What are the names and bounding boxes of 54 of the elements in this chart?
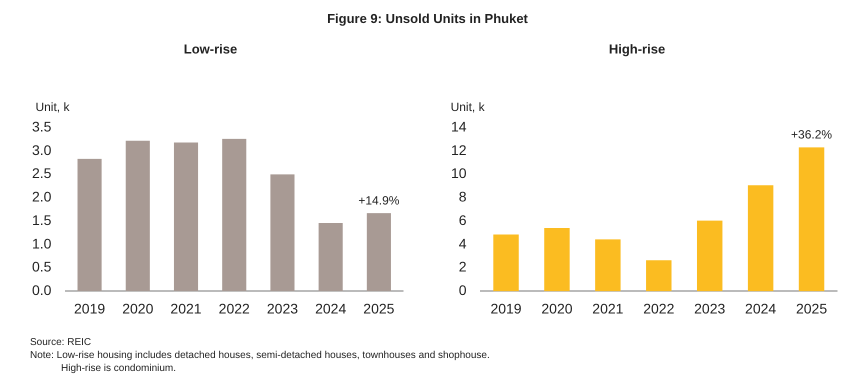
y-tick-label: 8 <box>458 188 467 205</box>
caption: Figure 9: Unsold Units in Phuket <box>326 10 529 28</box>
x-tick-label: 2019 <box>74 300 106 316</box>
y-tick-label: 3.0 <box>32 142 52 158</box>
x-tick-label: 2019 <box>490 300 522 316</box>
chart-title: Low-rise <box>184 41 238 56</box>
y-tick-label: 4 <box>458 235 467 252</box>
bar <box>126 140 150 292</box>
bar <box>696 220 722 292</box>
y-tick-label: 0.0 <box>32 282 52 298</box>
x-tick-label: 2025 <box>796 300 828 316</box>
annotation: +14.9% <box>358 193 400 208</box>
y-tick-label: 2.0 <box>32 188 52 205</box>
x-tick-label: 2024 <box>315 300 346 316</box>
bar <box>646 260 672 292</box>
x-tick-label: 2025 <box>363 300 395 316</box>
x-tick-label: 2022 <box>218 300 250 316</box>
bar <box>318 222 343 292</box>
x-tick-label: 2022 <box>643 300 675 316</box>
text: Note: Low-rise housing includes detached houses, semi-detached houses, townhouses and shophouse. <box>30 349 491 362</box>
chart-title: High-rise <box>608 41 666 56</box>
x-tick-label: 2024 <box>745 300 776 316</box>
bar <box>493 234 519 292</box>
bar <box>222 138 246 292</box>
bar <box>748 185 774 292</box>
bar <box>366 213 391 292</box>
bar <box>798 147 824 292</box>
x-tick-label: 2023 <box>266 300 298 316</box>
y-tick-label: 10 <box>450 165 467 182</box>
y-tick-label: 6 <box>458 212 467 228</box>
x-tick-label: 2021 <box>170 300 202 316</box>
y-tick-label: 2.5 <box>32 165 52 182</box>
source-note: Source: REIC <box>30 336 92 349</box>
y-tick-label: 2 <box>458 258 467 275</box>
x-tick-label: 2023 <box>694 300 726 316</box>
bar <box>174 142 198 292</box>
annotation: +36.2% <box>791 128 832 142</box>
bar <box>78 158 102 292</box>
y-tick-label: 3.5 <box>32 118 52 134</box>
x-tick-label: 2020 <box>541 300 573 316</box>
y-tick-label: 12 <box>450 142 467 158</box>
text: High-rise is condominium. <box>60 362 178 375</box>
y-tick-label: 1.5 <box>32 212 52 228</box>
y-tick-label: 0.5 <box>32 258 52 275</box>
y-tick-label: 1.0 <box>32 235 52 252</box>
y-tick-label: 0 <box>458 282 467 298</box>
y-axis-title: Unit, k <box>35 100 70 114</box>
bar <box>544 228 570 292</box>
bar <box>595 239 621 292</box>
y-tick-label: 14 <box>450 118 467 134</box>
bar <box>270 174 295 292</box>
y-axis-title: Unit, k <box>450 100 486 114</box>
x-tick-label: 2021 <box>592 300 624 316</box>
x-tick-label: 2020 <box>122 300 154 316</box>
